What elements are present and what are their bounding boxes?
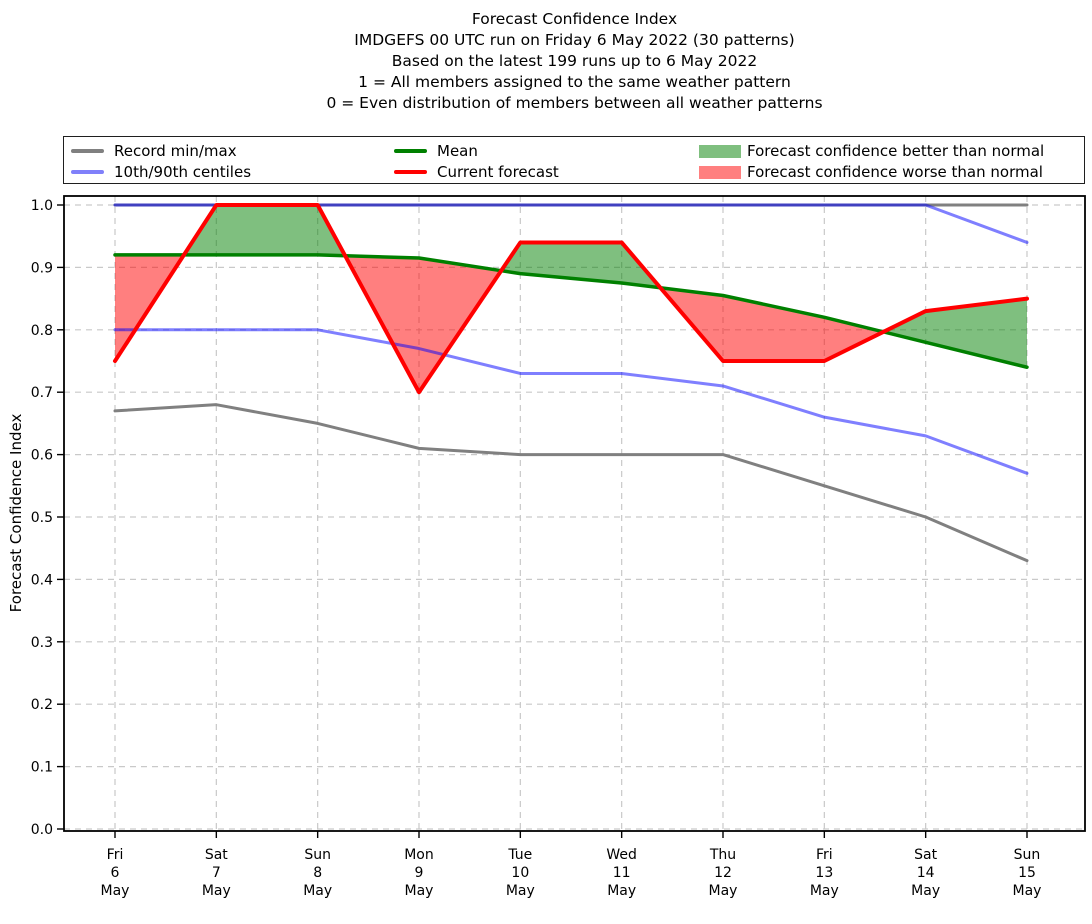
legend-item-label: Record min/max <box>114 142 237 160</box>
title-line-4: 1 = All members assigned to the same wea… <box>358 73 791 91</box>
legend-item-better-than-normal: Forecast confidence better than normal <box>699 141 1044 161</box>
chart-title-block: Forecast Confidence Index IMDGEFS 00 UTC… <box>64 9 1085 114</box>
tick-labels: 0.0 0.1 0.2 0.3 0.4 0.5 0.6 0.7 0.8 0.9 1.0 Fri 6 May… <box>31 198 1042 899</box>
p10-line <box>113 328 1029 475</box>
x-tick-label: Fri <box>816 847 833 863</box>
legend-item-record-minmax: Record min/max <box>71 141 237 161</box>
y-tick-label: 0.7 <box>31 385 53 401</box>
y-tick-label: 0.0 <box>31 822 53 838</box>
legend-item-worse-than-normal: Forecast confidence worse than normal <box>699 162 1043 182</box>
x-tick-label: 11 <box>613 865 631 881</box>
mean-line <box>113 253 1029 369</box>
better-fill-region <box>501 242 661 288</box>
legend: Record min/max 10th/90th centiles Mean C… <box>63 136 1085 184</box>
gridlines <box>64 196 1085 831</box>
legend-item-label: Current forecast <box>437 163 559 181</box>
x-tick-label: 15 <box>1018 865 1036 881</box>
axis-ticks <box>57 204 1028 838</box>
x-tick-label: May <box>709 883 738 899</box>
legend-item-label: Mean <box>437 142 478 160</box>
y-tick-label: 0.5 <box>31 510 53 526</box>
x-tick-label: 8 <box>313 865 322 881</box>
x-tick-label: May <box>911 883 940 899</box>
x-tick-label: Mon <box>404 847 434 863</box>
y-tick-label: 0.4 <box>31 572 53 588</box>
title-line-1: Forecast Confidence Index <box>471 10 678 28</box>
title-line-5: 0 = Even distribution of members between… <box>326 94 823 112</box>
x-tick-label: Sun <box>304 847 331 863</box>
better-fill-swatch <box>699 144 741 158</box>
axes-frame <box>63 195 1086 832</box>
forecast-line <box>113 203 1029 395</box>
x-tick-label: 14 <box>917 865 935 881</box>
y-tick-label: 1.0 <box>31 198 53 214</box>
x-tick-label: 9 <box>415 865 424 881</box>
legend-item-label: Forecast confidence better than normal <box>747 142 1045 160</box>
x-tick-label: May <box>1013 883 1042 899</box>
x-tick-label: Sun <box>1014 847 1041 863</box>
x-tick-label: May <box>607 883 636 899</box>
x-tick-label: 6 <box>111 865 120 881</box>
centiles-line-swatch <box>71 170 104 174</box>
x-tick-label: Sat <box>914 847 937 863</box>
worse-fill-swatch <box>699 165 741 179</box>
x-tick-label: Wed <box>606 847 637 863</box>
x-tick-label: Fri <box>107 847 124 863</box>
x-tick-label: May <box>303 883 332 899</box>
x-tick-label: 13 <box>815 865 833 881</box>
x-tick-label: 10 <box>511 865 529 881</box>
legend-item-mean: Mean <box>394 141 478 161</box>
fill-regions <box>115 205 1027 393</box>
legend-item-centiles: 10th/90th centiles <box>71 162 251 182</box>
x-tick-label: Tue <box>507 847 532 863</box>
x-tick-label: Sat <box>205 847 228 863</box>
record-min-line <box>113 403 1029 563</box>
x-tick-label: 12 <box>714 865 732 881</box>
better-fill-region <box>183 205 346 256</box>
y-tick-label: 0.9 <box>31 260 53 276</box>
worse-fill-region <box>345 255 502 393</box>
legend-item-label: 10th/90th centiles <box>114 163 252 181</box>
y-tick-label: 0.3 <box>31 635 53 651</box>
x-tick-label: May <box>202 883 231 899</box>
y-tick-label: 0.6 <box>31 448 53 464</box>
y-tick-label: 0.8 <box>31 323 53 339</box>
x-tick-label: Thu <box>709 847 736 863</box>
x-tick-label: May <box>506 883 535 899</box>
legend-item-current-forecast: Current forecast <box>394 162 559 182</box>
mean-line-swatch <box>394 149 427 153</box>
worse-fill-region <box>660 287 884 361</box>
title-line-2: IMDGEFS 00 UTC run on Friday 6 May 2022 … <box>354 31 795 49</box>
record-minmax-line-swatch <box>71 149 104 153</box>
x-tick-label: May <box>810 883 839 899</box>
current-forecast-line-swatch <box>394 170 427 174</box>
x-tick-label: May <box>405 883 434 899</box>
x-tick-label: 7 <box>212 865 221 881</box>
title-line-3: Based on the latest 199 runs up to 6 May… <box>391 52 758 70</box>
legend-item-label: Forecast confidence worse than normal <box>747 163 1043 181</box>
x-tick-label: May <box>101 883 130 899</box>
y-tick-label: 0.2 <box>31 697 53 713</box>
y-tick-label: 0.1 <box>31 760 53 776</box>
